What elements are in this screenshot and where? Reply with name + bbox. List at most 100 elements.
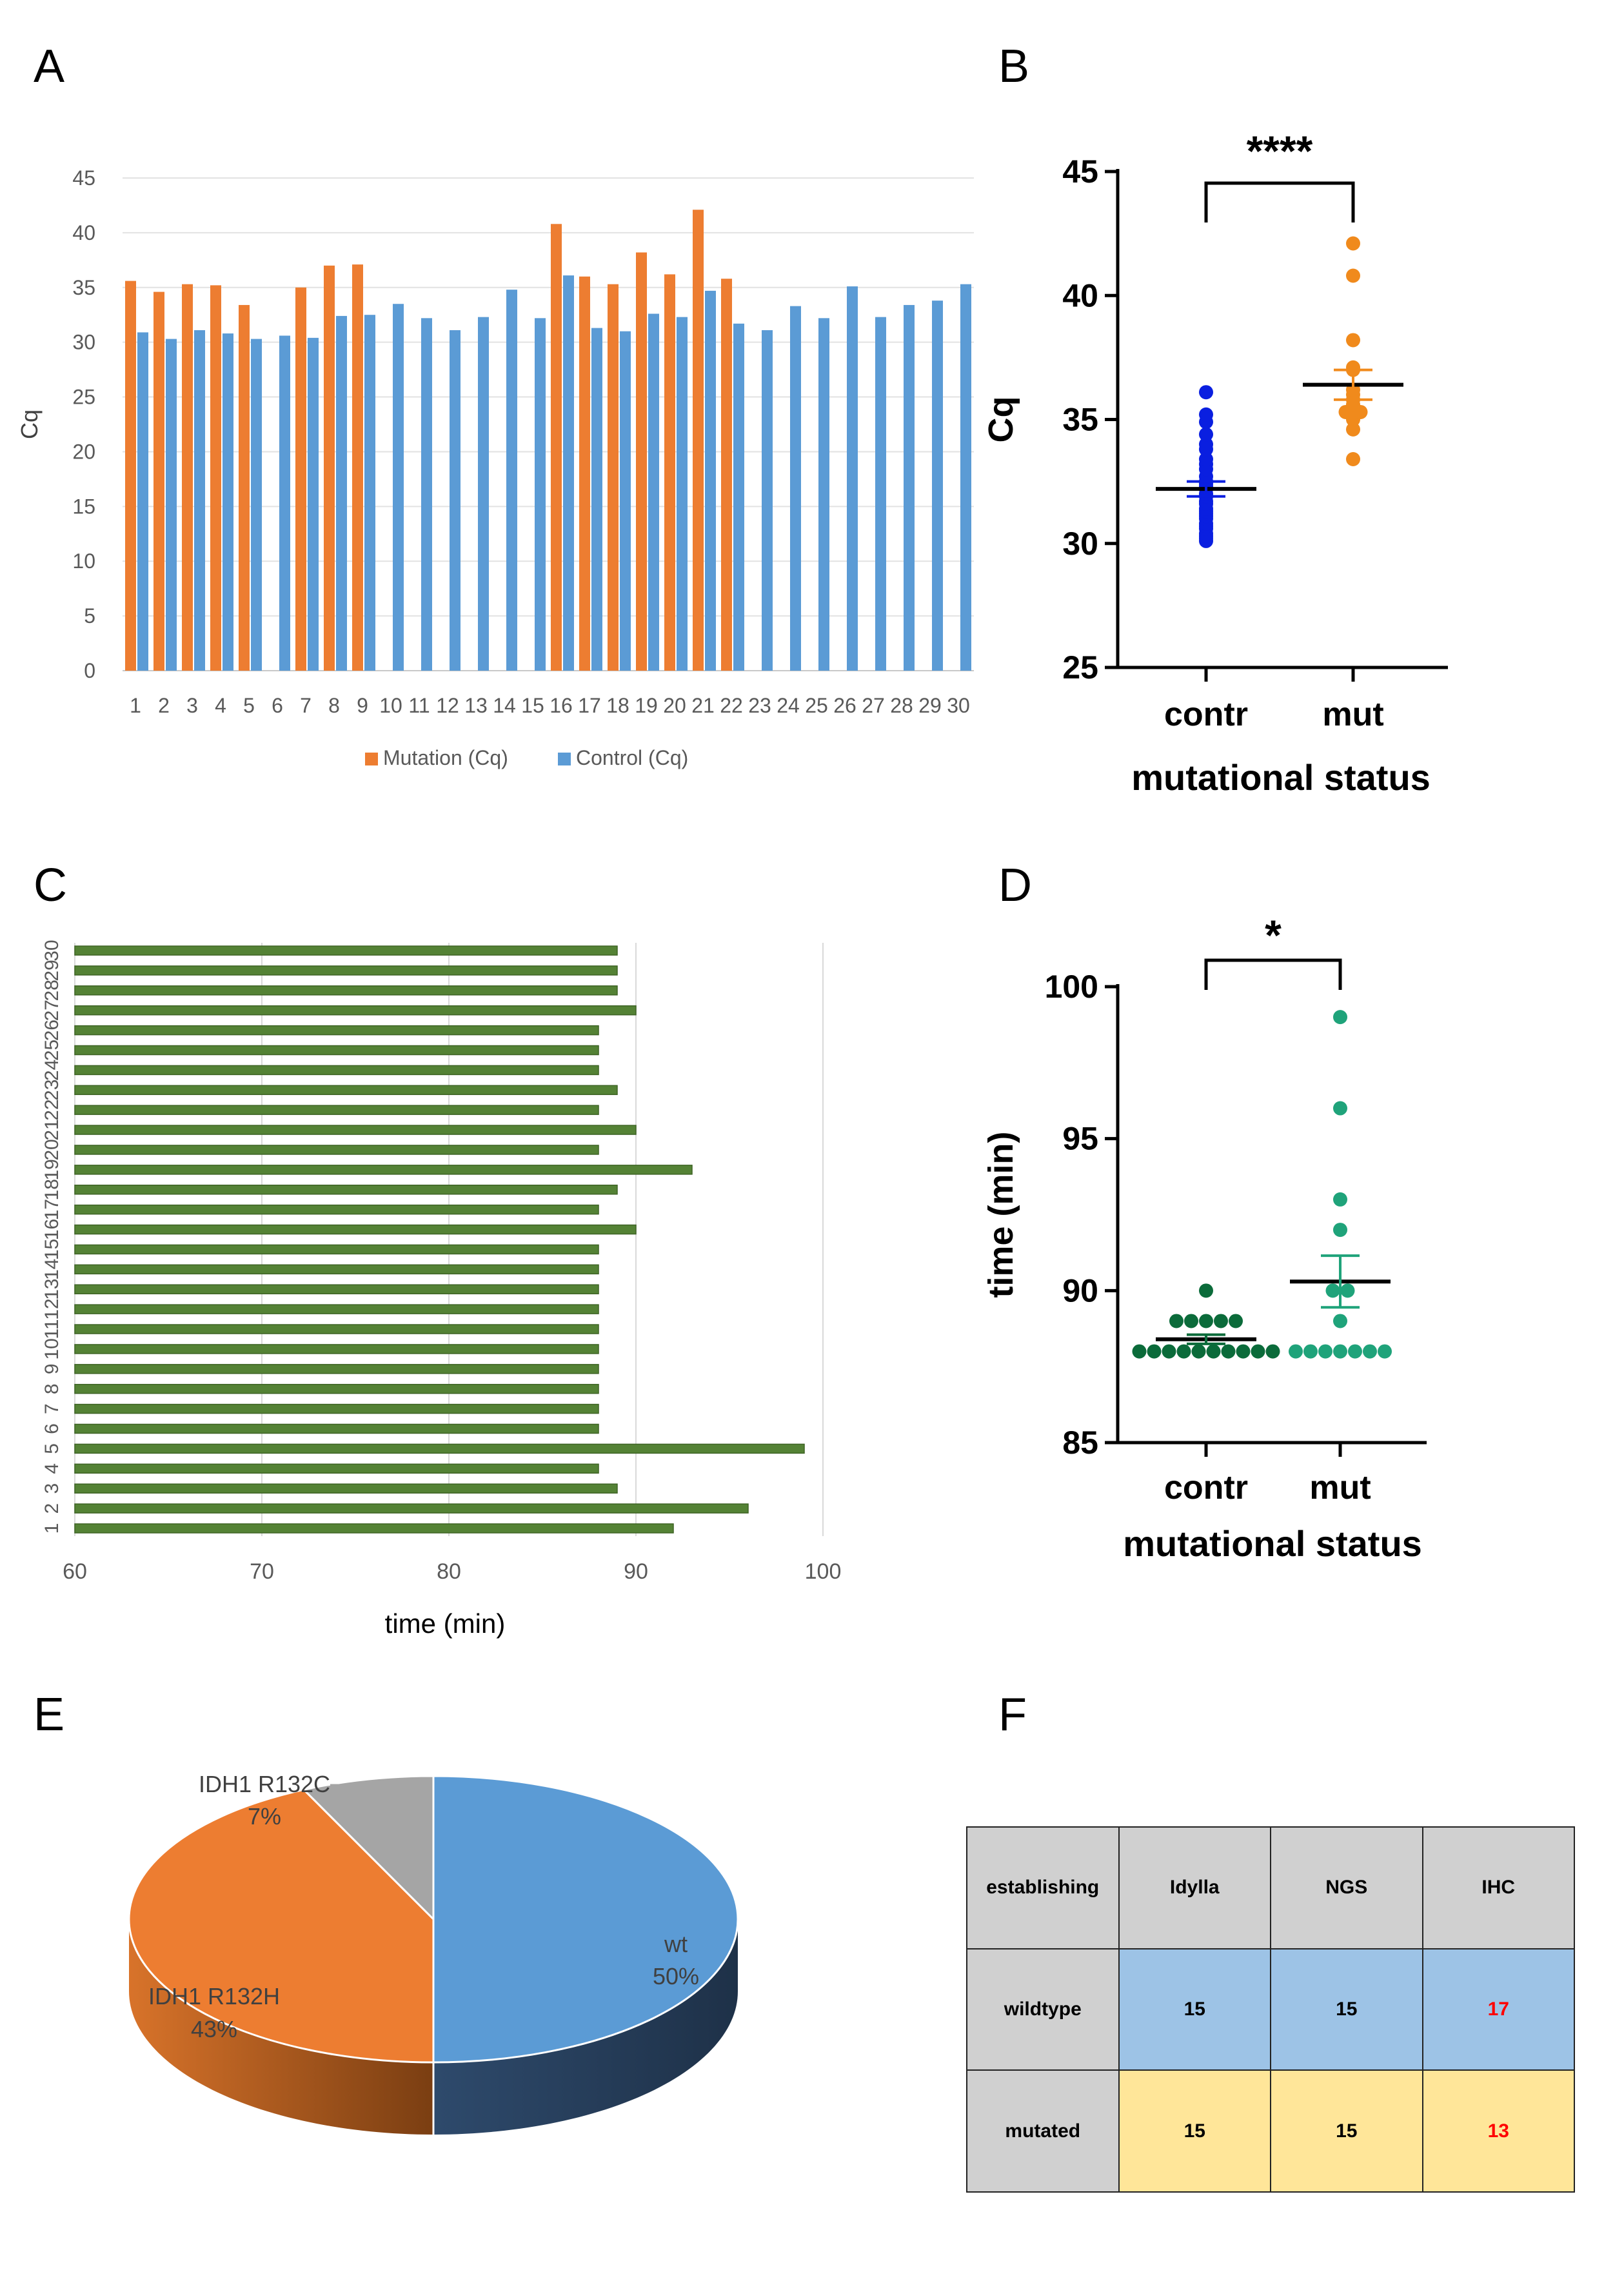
data-point-contr	[1184, 1314, 1198, 1328]
data-point-contr	[1199, 1283, 1213, 1298]
x-tick-label: 12	[436, 694, 459, 717]
data-point-mut	[1346, 268, 1360, 283]
slice-label-r132c: IDH1 R132C	[199, 1771, 330, 1797]
legend-label-control: Control (Cq)	[576, 746, 688, 769]
y-tick-label: 85	[1062, 1425, 1098, 1461]
y-tick-label: 14	[41, 1259, 63, 1280]
table-cell: 15	[1270, 1948, 1423, 2071]
y-tick-label: 30	[72, 331, 95, 354]
data-point-contr	[1221, 1344, 1236, 1359]
bar-control	[733, 323, 744, 671]
data-point-contr	[1162, 1344, 1176, 1359]
y-axis-label: Cq	[982, 397, 1020, 443]
bar-control	[875, 317, 886, 671]
y-tick-label: 4	[41, 1463, 63, 1474]
data-point-mut	[1378, 1344, 1392, 1359]
x-axis-label: mutational status	[1131, 757, 1431, 798]
bar-mutation	[153, 291, 164, 671]
y-tick-label: 22	[41, 1099, 63, 1120]
x-tick-label: 28	[890, 694, 913, 717]
x-tick-label: contr	[1164, 696, 1248, 733]
legend-swatch-control	[558, 753, 571, 765]
y-tick-label: 90	[1062, 1272, 1098, 1308]
bar	[74, 1523, 674, 1534]
data-point-mut	[1346, 452, 1360, 467]
x-tick-label: 6	[272, 694, 283, 717]
bar	[74, 1483, 618, 1494]
y-tick-label: 35	[72, 276, 95, 299]
panel-label-e: E	[34, 1689, 65, 1741]
y-tick-label: 3	[41, 1483, 63, 1494]
significance-bracket	[1204, 958, 1342, 990]
y-tick-label: 24	[41, 1060, 63, 1081]
x-tick-label: 5	[243, 694, 255, 717]
y-tick-label: 30	[1062, 526, 1098, 562]
bar-mutation	[608, 284, 619, 671]
x-tick-label: 3	[186, 694, 198, 717]
data-point-mut	[1318, 1344, 1332, 1359]
y-tick-label: 0	[84, 659, 95, 682]
bar-mutation	[295, 287, 306, 671]
y-tick-label: 9	[41, 1363, 63, 1374]
bar	[74, 1503, 749, 1514]
x-tick-label: 8	[328, 694, 340, 717]
x-tick-label: 26	[833, 694, 857, 717]
bar-control	[563, 275, 574, 671]
x-tick-label: 60	[63, 1559, 87, 1584]
x-tick-label: 10	[379, 694, 402, 717]
y-tick-label: 26	[41, 1020, 63, 1041]
x-tick-label: 17	[578, 694, 601, 717]
bar-mutation	[125, 281, 136, 671]
y-tick-label: 95	[1062, 1121, 1098, 1157]
y-tick-label: 100	[1045, 969, 1098, 1005]
bar-control	[762, 330, 773, 671]
pie-slice-IDH1 R132C	[302, 1775, 435, 1922]
slice-label-r132h: IDH1 R132H	[148, 1983, 280, 2009]
data-point-contr	[1199, 407, 1213, 422]
x-tick-label: 25	[805, 694, 828, 717]
x-tick-label: 29	[918, 694, 942, 717]
y-tick-label: 29	[41, 960, 63, 981]
bar	[74, 965, 618, 976]
data-point-contr	[1147, 1344, 1162, 1359]
data-point-mut	[1346, 333, 1360, 348]
bar-control	[478, 317, 489, 671]
bar-mutation	[210, 285, 221, 671]
data-point-contr	[1265, 1344, 1280, 1359]
bar-mutation	[664, 274, 675, 671]
legend-label-mutation: Mutation (Cq)	[383, 746, 508, 769]
bar	[74, 1463, 599, 1474]
y-tick-label: 17	[41, 1199, 63, 1220]
x-tick-label: 80	[437, 1559, 461, 1584]
y-tick-label: 11	[41, 1319, 63, 1339]
x-tick-label: contr	[1164, 1469, 1248, 1506]
y-tick-label: 45	[1062, 153, 1098, 190]
data-point-mut	[1340, 1283, 1355, 1298]
table-row-label: mutated	[966, 2069, 1120, 2193]
y-tick-label: 40	[1062, 277, 1098, 313]
bar-control	[506, 290, 517, 671]
data-point-contr	[1169, 1314, 1183, 1328]
panel-label-c: C	[34, 860, 67, 911]
bar	[74, 1423, 599, 1434]
bar	[74, 1145, 599, 1155]
table-cell: 15	[1270, 2069, 1423, 2193]
x-tick-label: 9	[357, 694, 368, 717]
bar	[74, 1443, 805, 1454]
data-point-mut	[1348, 1344, 1362, 1359]
data-point-contr	[1251, 1344, 1265, 1359]
bar-control	[223, 333, 233, 671]
y-tick-label: 2	[41, 1503, 63, 1514]
bar-control	[818, 318, 829, 671]
bar-mutation	[636, 252, 647, 671]
bar-control	[194, 330, 205, 671]
table-header-cell: Idylla	[1118, 1826, 1271, 1949]
y-tick-label: 15	[41, 1239, 63, 1260]
leader-line	[330, 1784, 382, 1849]
bar	[74, 1224, 637, 1235]
y-tick-label: 35	[1062, 402, 1098, 438]
bar-mutation	[693, 210, 704, 671]
panel-label-d: D	[998, 860, 1032, 911]
